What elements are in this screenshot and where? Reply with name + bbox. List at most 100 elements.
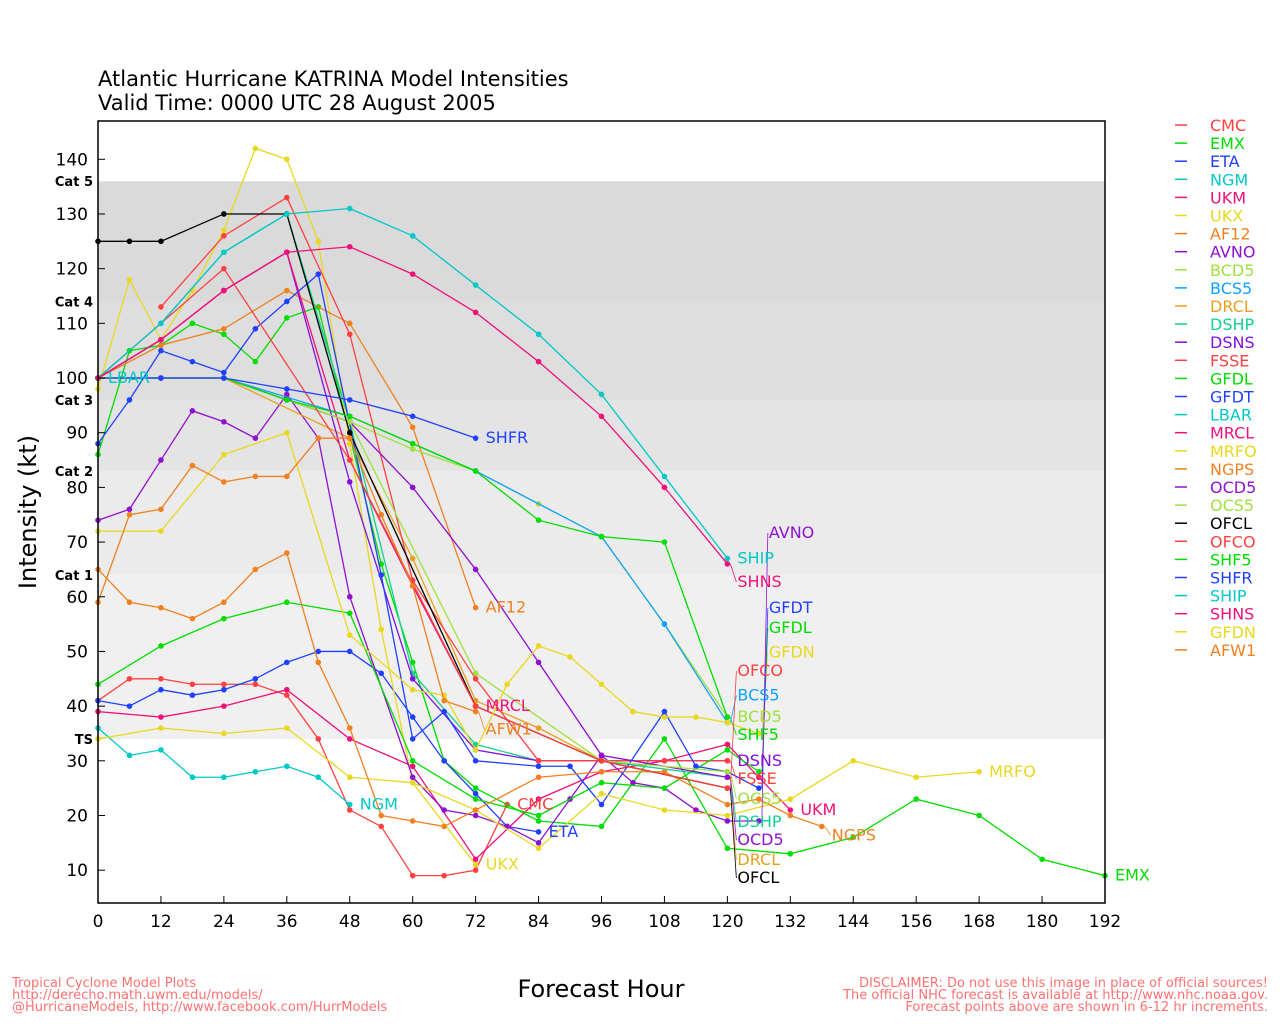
legend-label: OFCO [1210,532,1256,551]
data-point [661,621,668,627]
data-point [378,823,385,830]
series-ngps [95,550,825,830]
series-end-label: SHFR [486,428,529,447]
data-point [252,326,259,332]
series-end-label: AVNO [769,523,814,542]
data-point [409,763,416,770]
data-point [535,796,542,802]
label-leader-line [729,695,737,723]
data-point [346,435,353,441]
data-point [756,768,762,775]
series-end-label: OCS5 [737,789,781,808]
legend-item: DSHP [1175,315,1255,334]
data-point [284,397,290,403]
data-point [221,233,227,239]
data-point [346,397,353,403]
series-ukm [95,686,794,863]
footer-left-line: http://derecho.math.uwm.edu/models/ [12,988,263,1003]
series-line [97,678,508,877]
data-point [158,457,164,463]
data-point [284,763,290,770]
data-point [158,506,164,513]
data-point [284,194,290,201]
data-point [472,282,479,288]
series-end-label: BCD5 [737,707,781,726]
data-point [409,440,416,447]
data-point [378,572,385,578]
series-end-label: SHIP [737,548,774,567]
data-point [598,768,605,775]
data-point [126,703,133,709]
data-point [756,818,762,824]
data-point [315,238,322,245]
data-point [598,758,605,764]
legend-label: OFCL [1210,514,1252,533]
legend-label: ETA [1210,152,1240,171]
y-tick-label: 90 [66,424,88,444]
legend: CMCEMXETANGMUKMUKXAF12AVNOBCD5BCS5DRCLDS… [1175,116,1257,660]
chart-title: Atlantic Hurricane KATRINA Model Intensi… [98,67,569,91]
data-point [252,358,259,365]
y-tick-label: 70 [66,533,88,553]
data-point [661,714,668,720]
data-point [158,347,164,354]
data-point [818,823,825,830]
data-point [315,659,322,666]
data-point [724,747,731,753]
x-tick-label: 24 [213,912,235,932]
series-end-label: SHNS [737,572,781,591]
data-point [158,320,164,327]
data-point [1039,856,1045,863]
x-tick-label: 120 [711,912,743,932]
legend-item: OFCL [1175,514,1252,533]
data-point [409,686,416,693]
series-line [97,306,1106,877]
category-label: Cat 1 [55,569,93,584]
legend-label: CMC [1210,116,1246,135]
data-point [189,681,196,688]
data-point [598,801,605,808]
series-lines [95,145,1108,879]
data-point [724,758,731,764]
data-point [221,326,227,332]
data-point [661,539,668,545]
x-tick-label: 48 [339,912,361,932]
data-point [409,758,416,764]
data-point [252,145,259,152]
series-ngm [95,725,353,808]
data-point [221,703,227,709]
data-point [346,593,353,600]
x-tick-label: 60 [402,912,424,932]
data-point [252,768,259,775]
legend-label: UKM [1210,188,1246,207]
legend-label: DSHP [1210,315,1255,334]
data-point [221,686,227,693]
legend-label: AFW1 [1210,641,1256,660]
data-point [158,375,164,381]
legend-item: AVNO [1175,243,1255,262]
data-point [284,473,290,480]
data-point [221,774,227,781]
data-point [535,517,542,524]
data-point [284,429,290,436]
data-point [472,785,479,791]
legend-item: SHIP [1175,587,1247,606]
data-point [724,714,731,720]
data-point [378,670,385,677]
data-point [441,758,447,764]
data-point [346,479,353,485]
legend-item: SHF5 [1175,550,1252,569]
legend-item: NGM [1175,170,1248,189]
x-tick-label: 180 [1026,912,1058,932]
data-point [409,233,416,239]
legend-item: BCD5 [1175,261,1254,280]
data-point [284,287,290,294]
y-tick-label: 10 [66,861,88,881]
data-point [158,604,164,611]
x-tick-label: 144 [837,912,869,932]
data-point [724,561,731,567]
data-point [378,626,385,633]
data-point [346,648,353,655]
data-point [126,511,133,518]
legend-item: DRCL [1175,297,1253,316]
